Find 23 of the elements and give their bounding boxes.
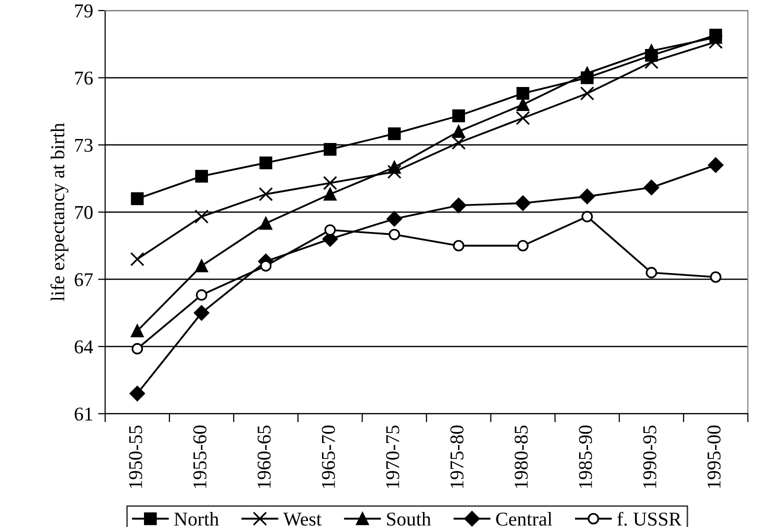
y-tick-label: 61 bbox=[74, 408, 92, 421]
x-tick-label: 1970-75 bbox=[386, 426, 400, 488]
legend-label: f. USSR bbox=[617, 512, 682, 526]
x-tick-label: 1995-00 bbox=[707, 426, 721, 488]
x-tick-label: 1965-70 bbox=[322, 426, 335, 488]
y-tick-label: 70 bbox=[75, 206, 93, 220]
y-tick-label: 79 bbox=[75, 4, 93, 18]
y-tick-label: 64 bbox=[74, 340, 94, 354]
x-tick-label: 1985-90 bbox=[578, 426, 592, 488]
legend-label: Central bbox=[496, 512, 552, 526]
legend-label: West bbox=[283, 512, 322, 526]
y-axis-title: life expectancy at birth bbox=[50, 123, 68, 302]
legend-label: North bbox=[174, 512, 219, 526]
legend-label: South bbox=[387, 512, 431, 526]
x-tick-label: 1975-80 bbox=[450, 426, 464, 488]
y-tick-label: 67 bbox=[74, 273, 93, 286]
x-tick-label: 1990-95 bbox=[643, 426, 656, 488]
x-tick-label: 1960-65 bbox=[258, 426, 271, 488]
x-tick-label: 1955-60 bbox=[193, 426, 206, 488]
y-tick-label: 73 bbox=[75, 138, 93, 152]
y-tick-label: 76 bbox=[75, 72, 93, 85]
x-tick-label: 1950-55 bbox=[129, 426, 142, 488]
x-tick-label: 1980-85 bbox=[514, 426, 528, 488]
